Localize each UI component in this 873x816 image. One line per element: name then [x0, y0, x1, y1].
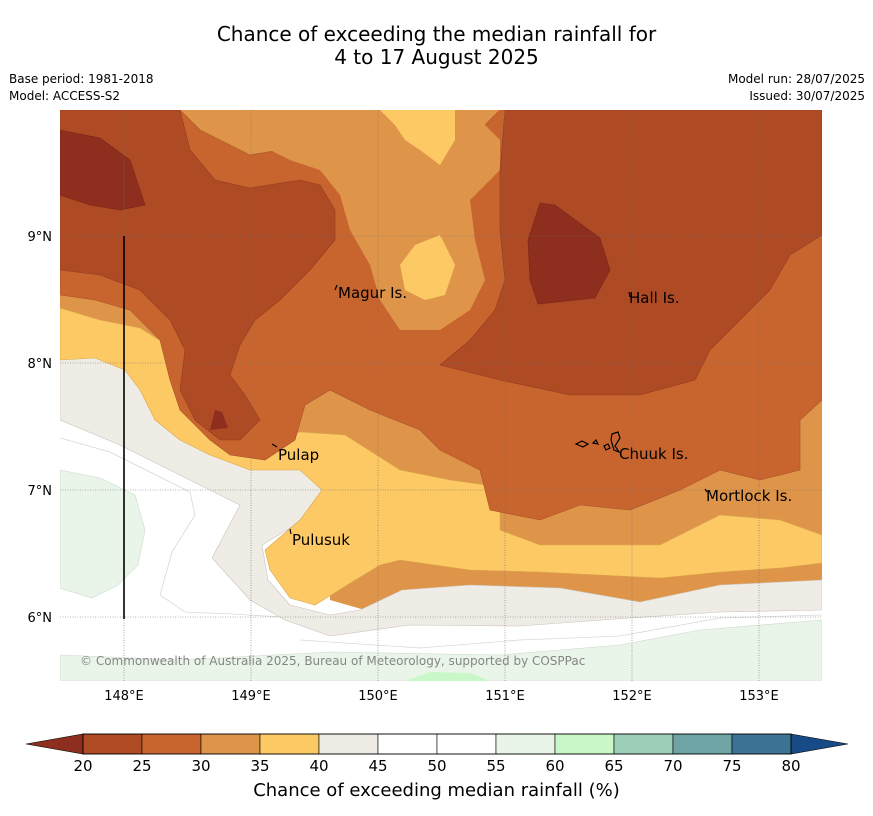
colorbar-tick-label: 80 — [781, 757, 800, 775]
issued-date: Issued: 30/07/2025 — [749, 89, 865, 103]
label-pulusuk: Pulusuk — [292, 531, 350, 549]
colorbar-tick-label: 70 — [663, 757, 682, 775]
colorbar-swatch — [731, 733, 792, 755]
colorbar-tick-label: 40 — [309, 757, 328, 775]
lon-tick: 150°E — [358, 689, 398, 704]
colorbar-tick-label: 20 — [73, 757, 92, 775]
base-period: Base period: 1981-2018 — [9, 72, 154, 86]
chart-title-line1: Chance of exceeding the median rainfall … — [216, 22, 657, 46]
lat-tick: 6°N — [28, 611, 53, 626]
colorbar-tick-label: 30 — [191, 757, 210, 775]
chuuk-lagoon-outline — [574, 431, 621, 454]
lon-tick: 151°E — [485, 689, 525, 704]
colorbar-tick-label: 65 — [604, 757, 623, 775]
label-mortlock-is: Mortlock Is. — [706, 487, 792, 505]
band-35-40-upper — [380, 110, 455, 165]
colorbar-swatch — [318, 733, 379, 755]
colorbar-swatch — [141, 733, 202, 755]
magur-island-marker — [334, 284, 338, 291]
lat-tick: 9°N — [28, 230, 53, 245]
colorbar-frame — [82, 733, 792, 755]
colorbar-swatch — [436, 733, 497, 755]
colorbar-swatch — [554, 733, 615, 755]
model-name: Model: ACCESS-S2 — [9, 89, 121, 103]
colorbar-tick-label: 45 — [368, 757, 387, 775]
colorbar-tick-label: 50 — [427, 757, 446, 775]
hall-island-marker — [628, 291, 631, 298]
label-magur-is: Magur Is. — [338, 284, 407, 302]
colorbar: 20 25 30 35 40 45 50 55 60 65 70 75 80 — [25, 733, 849, 775]
colorbar-over-arrow — [790, 733, 849, 755]
meta-right: Model run: 28/07/2025 Issued: 30/07/2025 — [728, 71, 865, 105]
band-35-40 — [60, 307, 822, 606]
band-below-20-east — [527, 202, 611, 305]
pulusuk-island-marker — [289, 528, 292, 535]
lat-tick-labels: 9°N 8°N 7°N 6°N — [28, 230, 53, 626]
lat-tick: 7°N — [28, 484, 53, 499]
colorbar-tick-label: 75 — [722, 757, 741, 775]
lat-tick: 8°N — [28, 357, 53, 372]
lon-tick: 153°E — [739, 689, 779, 704]
colorbar-swatch — [259, 733, 320, 755]
band-55-60-south — [60, 619, 822, 681]
colorbar-label: Chance of exceeding median rainfall (%) — [253, 780, 620, 801]
contour-line-50 — [60, 437, 301, 619]
label-pulap: Pulap — [278, 446, 319, 464]
band-35-40-oval — [400, 235, 455, 300]
band-below-20-sw — [210, 410, 228, 430]
lon-tick: 148°E — [104, 689, 144, 704]
label-hall-is: Hall Is. — [629, 289, 680, 307]
colorbar-tick-label: 35 — [250, 757, 269, 775]
label-chuuk-is: Chuuk Is. — [619, 445, 688, 463]
pulap-island-marker — [271, 443, 278, 448]
contour-fields — [60, 110, 822, 681]
lon-tick: 149°E — [231, 689, 271, 704]
mortlock-island-marker — [704, 488, 708, 493]
colorbar-tick-label: 55 — [486, 757, 505, 775]
chart-title-line2: 4 to 17 August 2025 — [334, 45, 539, 69]
colorbar-swatch — [613, 733, 674, 755]
colorbar-swatch — [377, 733, 438, 755]
gridlines — [60, 110, 822, 681]
band-20-25-east — [439, 110, 822, 396]
colorbar-swatch — [82, 733, 143, 755]
model-run: Model run: 28/07/2025 — [727, 72, 865, 86]
lon-tick-labels: 148°E 149°E 150°E 151°E 152°E 153°E — [104, 689, 779, 704]
meta-left: Base period: 1981-2018 Model: ACCESS-S2 — [9, 71, 154, 105]
contour-line-50-south — [299, 614, 822, 649]
colorbar-under-arrow — [25, 733, 84, 755]
lon-tick: 152°E — [612, 689, 652, 704]
colorbar-swatch — [200, 733, 261, 755]
colorbar-swatch — [495, 733, 556, 755]
copyright-notice: © Commonwealth of Australia 2025, Bureau… — [80, 654, 585, 668]
colorbar-tick-label: 25 — [132, 757, 151, 775]
colorbar-swatch — [672, 733, 733, 755]
island-markers — [271, 284, 708, 535]
band-60-65-south — [405, 672, 490, 681]
island-labels: Magur Is. Hall Is. Pulap Chuuk Is. Mortl… — [278, 284, 792, 549]
colorbar-tick-label: 60 — [545, 757, 564, 775]
